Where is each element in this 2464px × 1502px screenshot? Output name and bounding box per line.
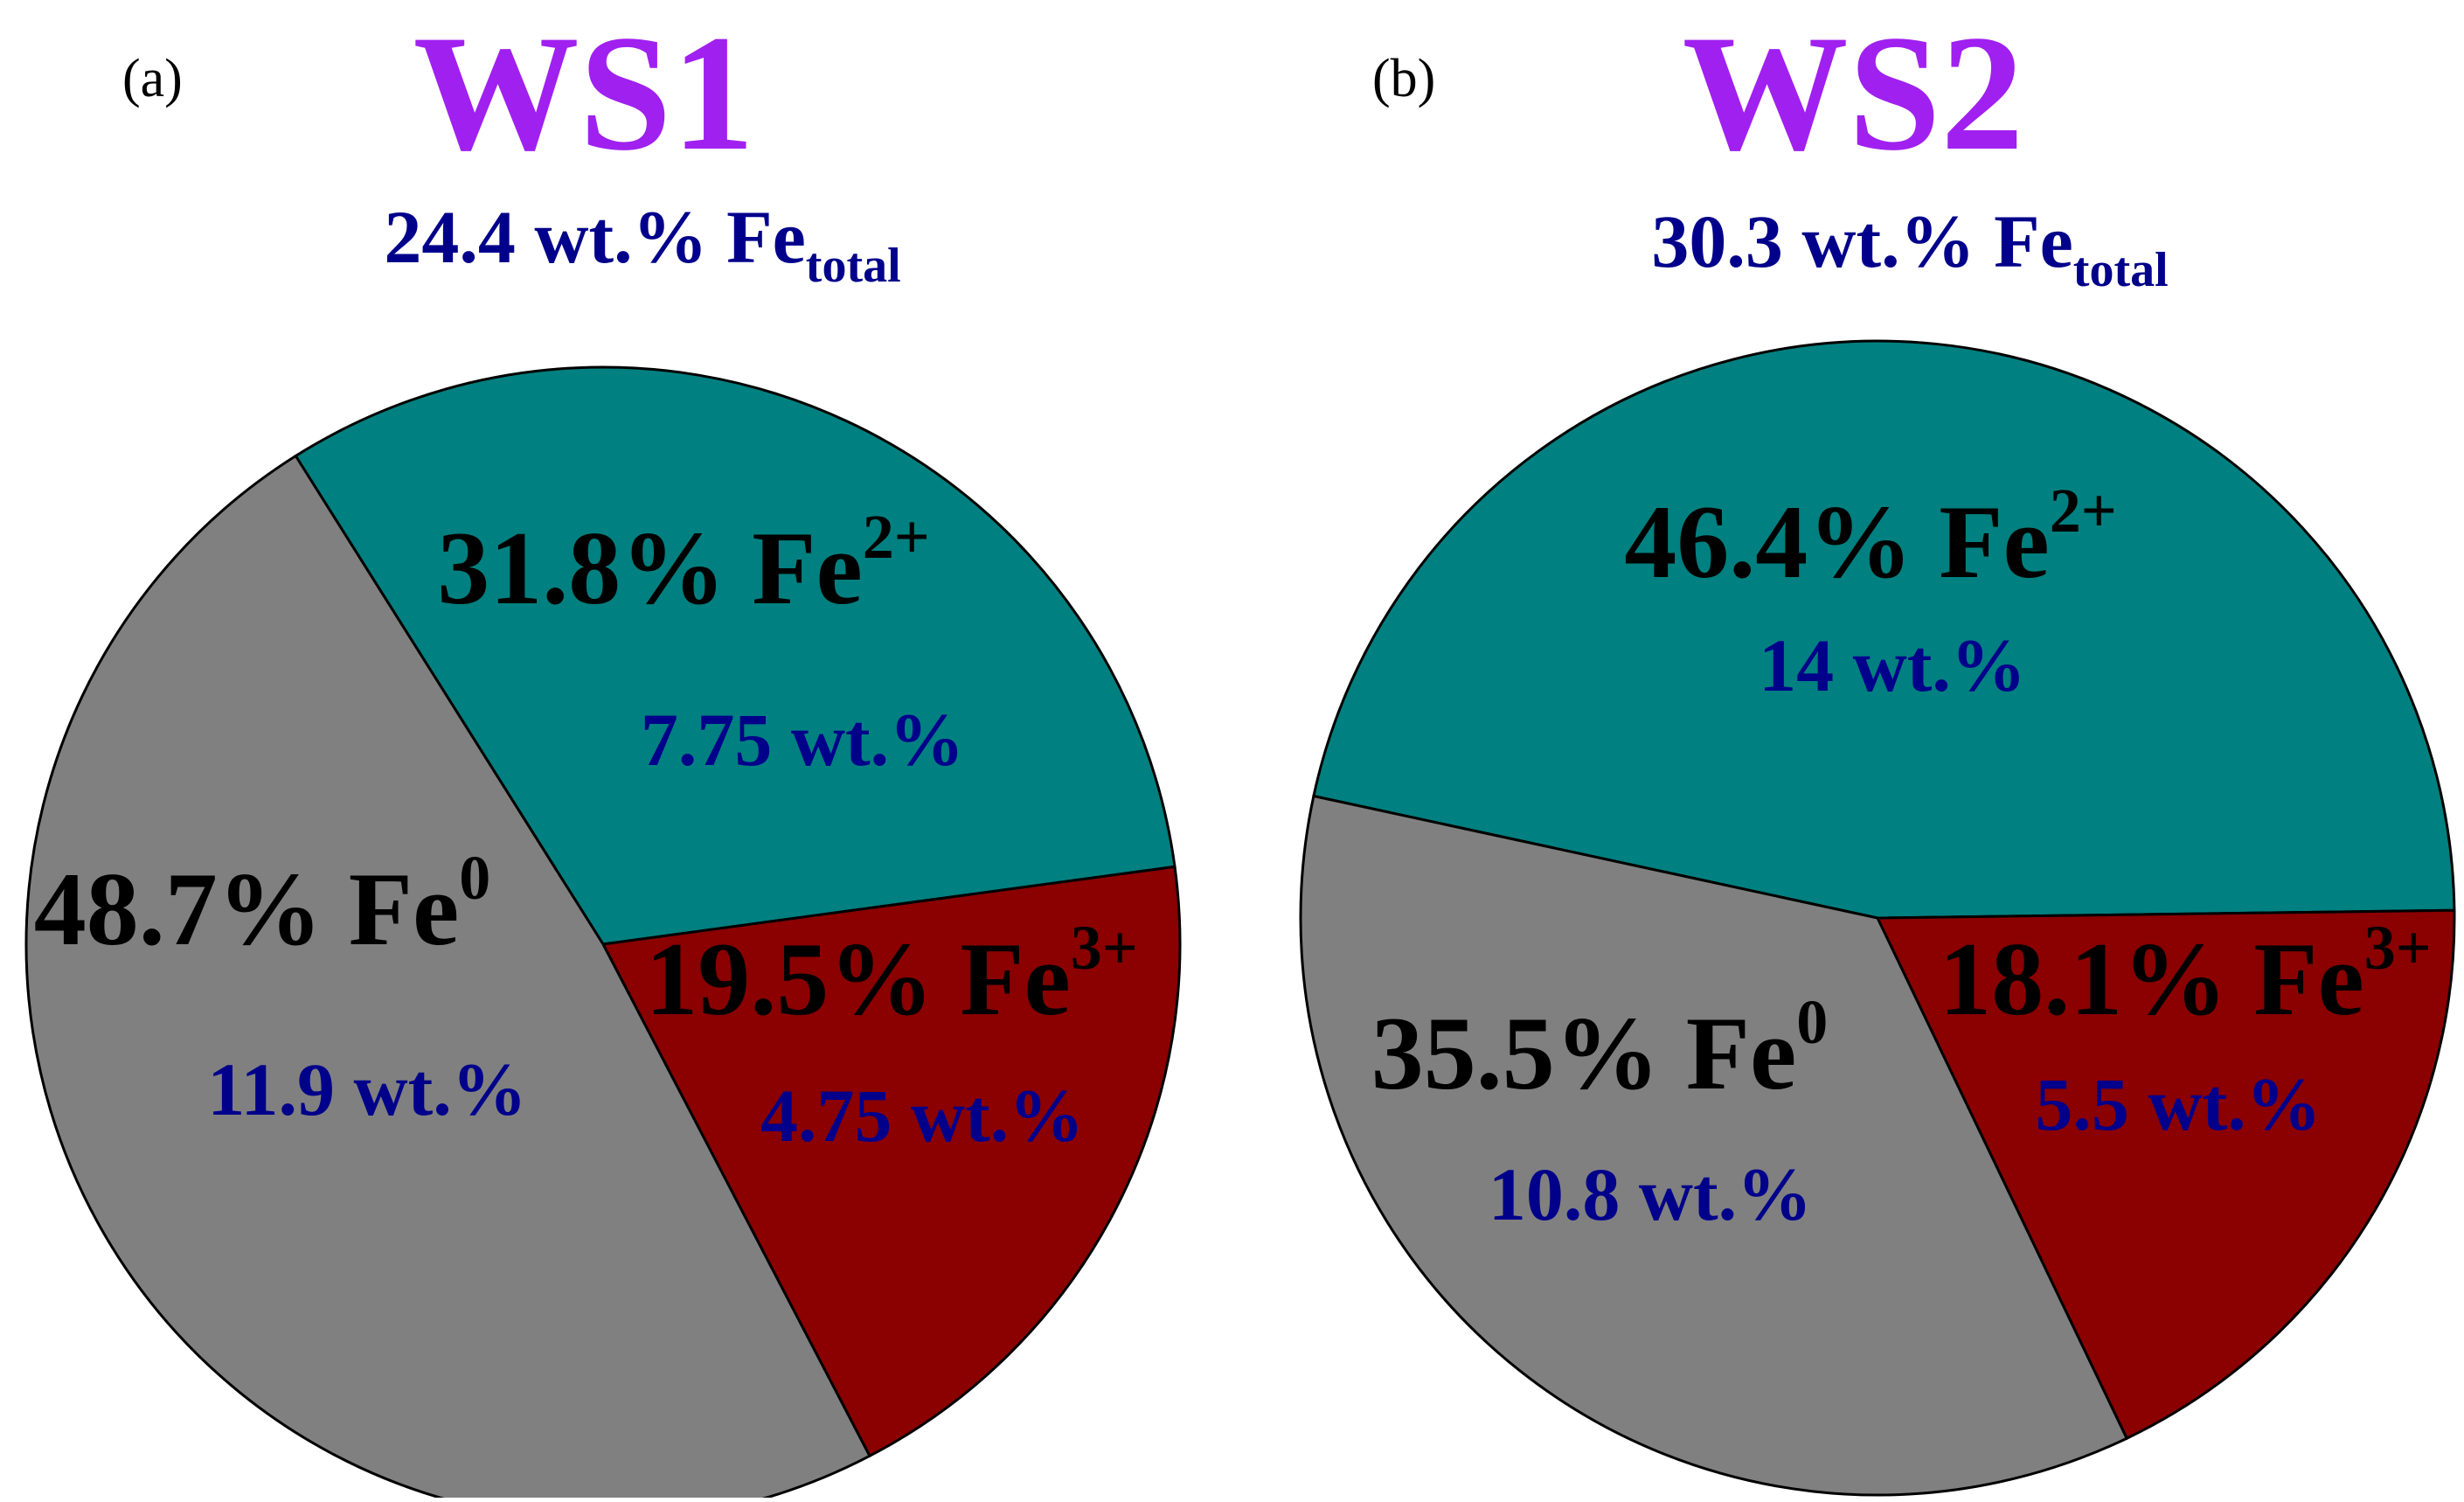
chart-subtitle-ws1: 24.4 wt.% Fetotal (384, 195, 900, 293)
slice-label-ws2-fe3: 18.1% Fe3+ (1939, 913, 2432, 1037)
subtitle-prefix-ws2: 30.3 wt.% Fe (1651, 199, 2072, 283)
slice-wt-ws2-fe0: 10.8 wt.% (1489, 1152, 1812, 1236)
subtitle-prefix-ws1: 24.4 wt.% Fe (384, 195, 805, 279)
pie-slice-ws1-fe3 (600, 865, 1182, 1458)
panel-label-b: (b) (1372, 49, 1435, 108)
slice-label-ws2-fe2: 46.4% Fe2+ (1624, 476, 2117, 600)
slice-label-ws1-fe3: 19.5% Fe3+ (645, 913, 1138, 1037)
pie-slice-ws2-fe2 (1312, 339, 2456, 920)
slice-wt-ws2-fe3: 5.5 wt.% (2035, 1062, 2321, 1146)
pie-ws1 (24, 365, 1182, 1502)
subtitle-subscript-ws1: total (806, 239, 901, 293)
pie-ws2 (1299, 339, 2456, 1497)
slice-label-ws2-fe0: 35.5% Fe0 (1371, 987, 1829, 1111)
pie-slice-ws2-fe3 (1875, 908, 2456, 1441)
slice-wt-ws2-fe2: 14 wt.% (1759, 623, 2026, 707)
pie-slice-ws1-fe2 (294, 365, 1176, 946)
pie-slice-ws2-fe0 (1299, 794, 2129, 1497)
slice-wt-ws1-fe3: 4.75 wt.% (760, 1074, 1084, 1158)
chart-ws1: (a) WS1 24.4 wt.% Fetotal 31.8% Fe2+ 7.7… (24, 2, 1182, 1502)
chart-ws2: (b) WS2 30.3 wt.% Fetotal 46.4% Fe2+ 14 … (1299, 2, 2456, 1497)
slice-label-ws1-fe2: 31.8% Fe2+ (437, 502, 930, 626)
chart-title-ws1: WS1 (413, 2, 755, 185)
chart-subtitle-ws2: 30.3 wt.% Fetotal (1651, 199, 2168, 297)
subtitle-subscript-ws2: total (2073, 243, 2169, 297)
panel-label-a: (a) (122, 49, 183, 108)
slice-label-ws1-fe0: 48.7% Fe0 (34, 843, 491, 967)
slice-wt-ws1-fe2: 7.75 wt.% (641, 698, 964, 782)
chart-title-ws2: WS2 (1683, 2, 2024, 185)
pie-slice-ws1-fe0 (24, 454, 871, 1502)
slice-wt-ws1-fe0: 11.9 wt.% (207, 1047, 527, 1131)
